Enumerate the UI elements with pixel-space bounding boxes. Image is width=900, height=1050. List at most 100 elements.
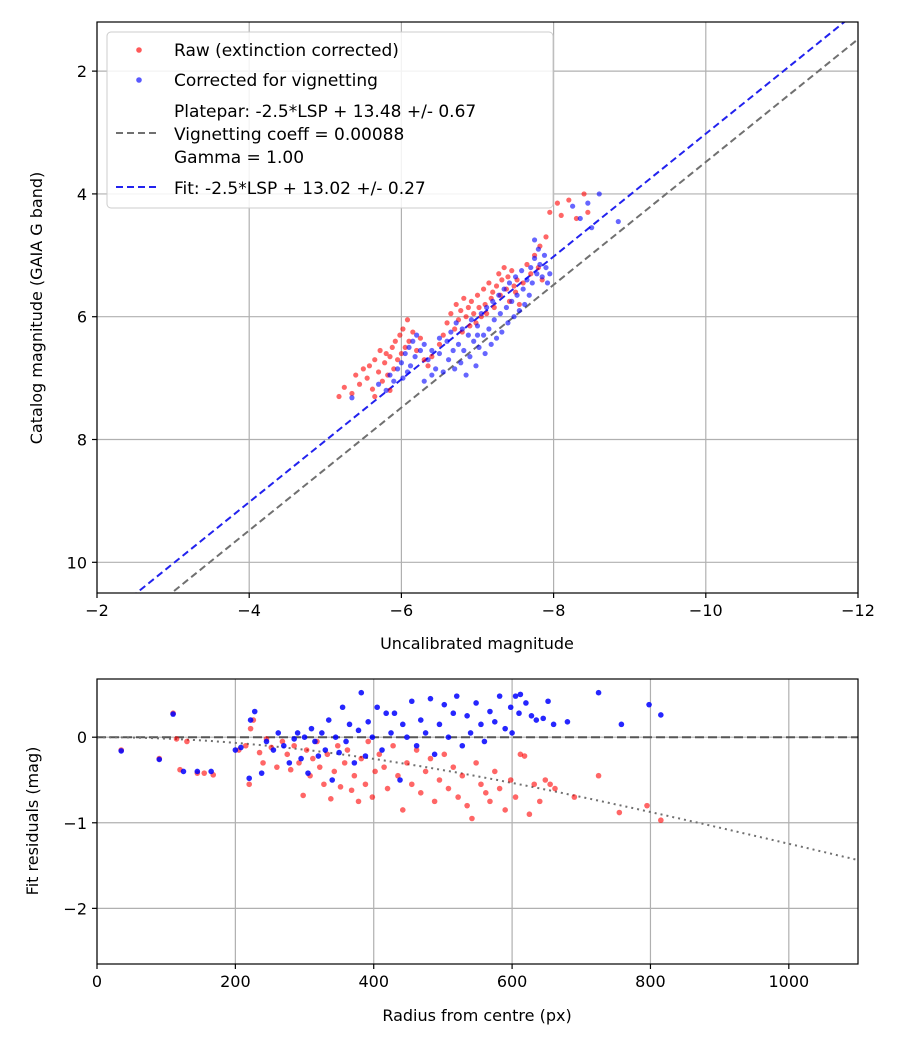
corrected-residual-point: [507, 704, 514, 711]
corrected-point: [461, 347, 467, 354]
top-y-tick-label: 6: [77, 308, 87, 327]
bottom-plot-reference-lines: [97, 736, 859, 862]
corrected-point: [412, 354, 418, 360]
raw-residual-point: [260, 760, 266, 766]
raw-residual-point: [355, 798, 362, 805]
raw-residual-point: [542, 777, 549, 783]
raw-point: [516, 301, 522, 308]
raw-residual-point: [341, 760, 348, 766]
corrected-residual-point: [408, 698, 415, 705]
raw-point: [484, 311, 490, 317]
raw-point: [429, 354, 435, 360]
top-y-tick-label: 2: [77, 62, 87, 81]
corrected-point: [448, 329, 454, 335]
legend-label-raw: Raw (extinction corrected): [174, 41, 399, 61]
raw-residual-point: [201, 770, 208, 776]
raw-point: [410, 329, 416, 335]
raw-point: [566, 197, 572, 203]
raw-residual-point: [595, 772, 602, 779]
corrected-point: [473, 363, 479, 369]
corrected-residual-point: [232, 747, 239, 753]
residuals-plot: 0 200 400 600 800 1000 0 −1 −2 Radius from centr…: [23, 678, 859, 1025]
corrected-point: [387, 372, 393, 378]
corrected-residual-point: [646, 701, 652, 708]
raw-point: [444, 320, 450, 326]
corrected-residual-point: [374, 704, 380, 711]
corrected-point: [514, 292, 520, 298]
corrected-residual-point: [445, 734, 452, 740]
corrected-residual-point: [564, 718, 571, 725]
raw-residual-point: [287, 766, 294, 773]
raw-point: [369, 386, 376, 392]
corrected-point: [512, 274, 519, 280]
corrected-residual-point: [431, 751, 438, 758]
corrected-point: [394, 366, 401, 372]
raw-point: [375, 369, 382, 375]
raw-point: [414, 347, 420, 354]
corrected-residual-point: [391, 710, 398, 717]
raw-point: [505, 274, 511, 280]
raw-point: [585, 209, 591, 215]
raw-point: [476, 304, 482, 311]
raw-point: [349, 390, 355, 397]
corrected-residual-point: [246, 775, 252, 782]
raw-residual-point: [413, 747, 420, 753]
raw-point: [417, 335, 424, 341]
corrected-point: [484, 304, 490, 311]
raw-residual-point: [184, 738, 190, 745]
raw-point: [528, 271, 534, 277]
corrected-point: [596, 191, 602, 197]
corrected-residual-point: [417, 717, 424, 723]
corrected-point: [429, 372, 435, 378]
top-x-tick-label: −10: [689, 601, 723, 620]
raw-point: [383, 350, 389, 357]
raw-residual-point: [395, 772, 401, 779]
corrected-residual-point: [427, 695, 434, 702]
corrected-point: [463, 372, 469, 378]
top-y-tick-label: 8: [77, 431, 87, 450]
bottom-plot-ticks: 0 200 400 600 800 1000 0 −1 −2: [63, 728, 809, 991]
corrected-residual-point: [362, 753, 369, 759]
corrected-residual-point: [550, 721, 557, 728]
raw-residual-point: [487, 798, 493, 805]
corrected-residual-point: [118, 748, 125, 754]
top-x-tick-label: −2: [85, 601, 109, 620]
top-plot-scatter-points: [336, 191, 621, 401]
raw-residual-point: [441, 751, 448, 758]
corrected-residual-point: [487, 708, 493, 715]
corrected-residual-point: [358, 689, 365, 696]
raw-point: [387, 354, 393, 360]
corrected-residual-point: [422, 730, 429, 736]
raw-residual-point: [536, 798, 543, 805]
corrected-residual-point: [369, 734, 376, 740]
corrected-residual-point: [459, 742, 466, 749]
corrected-residual-point: [528, 713, 535, 719]
legend-marker-raw: [136, 47, 142, 53]
corrected-point: [400, 375, 406, 381]
corrected-residual-point: [238, 744, 244, 751]
corrected-point: [482, 350, 488, 357]
bottom-x-tick-label: 1000: [768, 972, 809, 991]
raw-residual-point: [348, 787, 355, 794]
raw-residual-point: [372, 768, 378, 775]
raw-point: [465, 304, 471, 311]
corrected-point: [577, 215, 583, 222]
top-x-tick-label: −4: [237, 601, 261, 620]
raw-residual-point: [324, 751, 331, 758]
raw-point: [491, 304, 497, 311]
corrected-point: [410, 338, 416, 344]
raw-point: [496, 271, 502, 277]
raw-point: [554, 200, 561, 206]
raw-residual-point: [455, 794, 461, 800]
corrected-residual-point: [301, 734, 308, 740]
corrected-point: [496, 292, 502, 298]
corrected-point: [402, 350, 408, 357]
corrected-point: [486, 326, 492, 332]
corrected-residual-point: [512, 693, 519, 699]
raw-residual-point: [417, 790, 424, 796]
raw-point: [501, 264, 507, 271]
corrected-point: [349, 395, 355, 401]
bottom-plot-x-axis-label: Radius from centre (px): [382, 1006, 571, 1025]
corrected-residual-point: [305, 770, 311, 776]
